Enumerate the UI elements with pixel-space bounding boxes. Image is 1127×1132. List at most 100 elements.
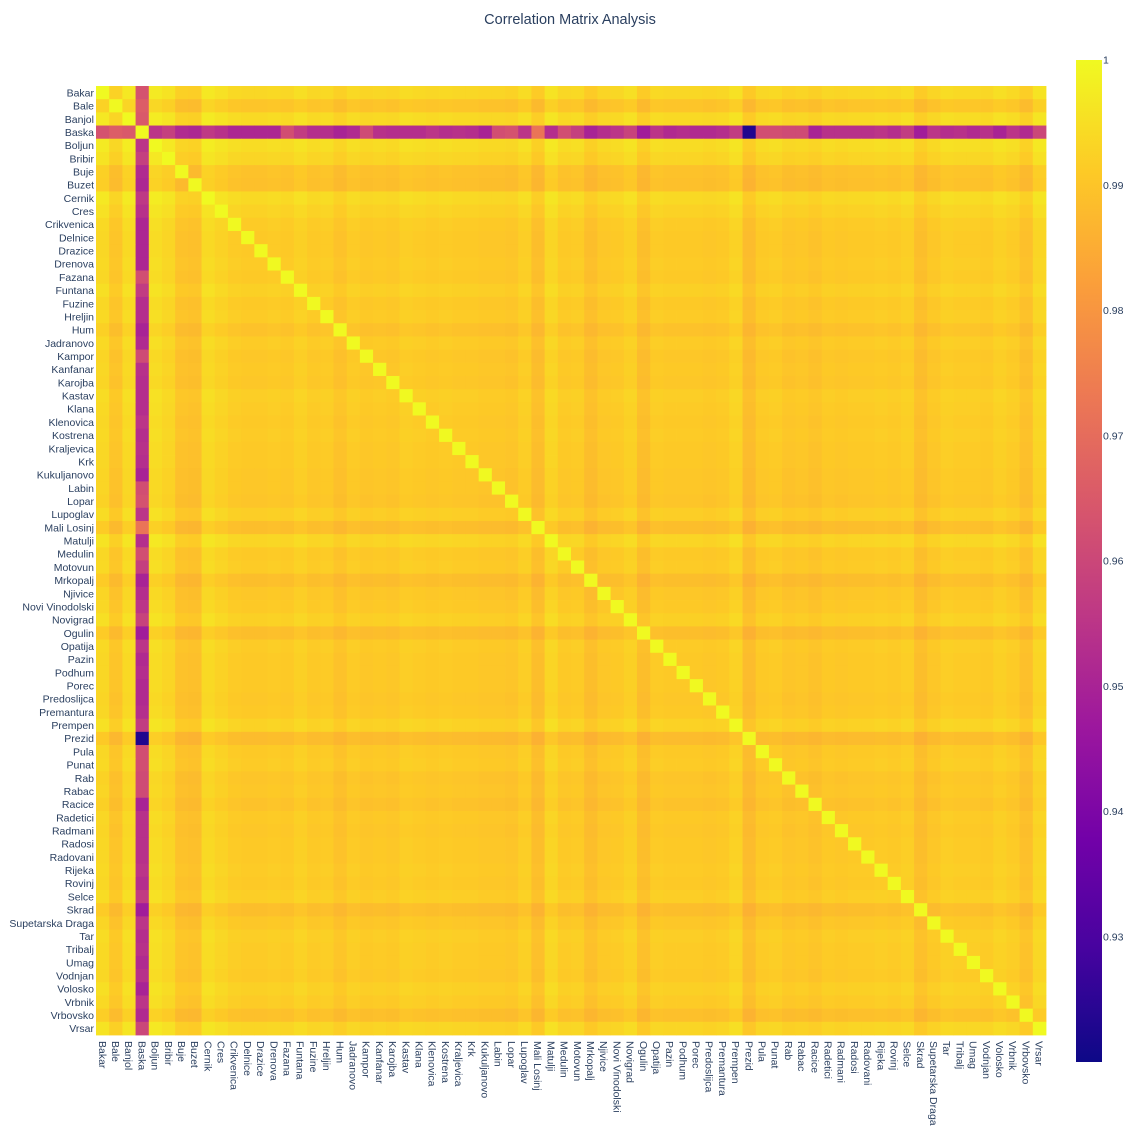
heatmap-cell [439, 586, 453, 601]
heatmap-cell [927, 837, 941, 851]
heatmap-cell [399, 494, 414, 509]
heatmap-cell [742, 86, 757, 100]
heatmap-cell [914, 942, 928, 957]
heatmap-cell [241, 310, 255, 324]
heatmap-cell [597, 112, 611, 126]
heatmap-cell [307, 639, 321, 654]
heatmap-cell [109, 890, 123, 904]
heatmap-cell [861, 389, 875, 403]
heatmap-cell [241, 665, 255, 680]
heatmap-cell [544, 758, 559, 772]
heatmap-cell [241, 995, 255, 1010]
heatmap-cell [716, 310, 730, 324]
heatmap-cell [452, 125, 466, 140]
heatmap-cell [663, 731, 677, 746]
heatmap-cell [557, 665, 572, 680]
heatmap-cell [425, 824, 440, 838]
heatmap-cell [689, 441, 704, 456]
heatmap-cell [254, 955, 268, 970]
heatmap-cell [293, 665, 308, 680]
heatmap-cell [293, 99, 308, 113]
heatmap-cell [188, 969, 202, 983]
heatmap-cell [531, 850, 546, 865]
heatmap-cell [293, 929, 308, 944]
heatmap-cell [689, 652, 704, 667]
heatmap-cell [201, 415, 216, 430]
heatmap-cell [175, 441, 189, 456]
heatmap-cell [597, 375, 611, 390]
heatmap-cell [874, 165, 889, 179]
heatmap-cell [848, 112, 862, 126]
heatmap-cell [386, 520, 400, 535]
heatmap-cell [307, 507, 321, 522]
heatmap-cell [386, 863, 400, 878]
heatmap-cell [320, 191, 334, 206]
heatmap-cell [478, 784, 493, 799]
heatmap-cell [214, 837, 229, 851]
heatmap-cell [175, 494, 189, 509]
heatmap-cell [663, 534, 677, 548]
heatmap-cell [874, 679, 889, 693]
heatmap-cell [359, 310, 374, 324]
heatmap-cell [966, 758, 981, 772]
heatmap-cell [201, 204, 216, 219]
heatmap-cell [386, 323, 400, 337]
heatmap-cell [425, 560, 440, 575]
heatmap-cell [768, 916, 783, 930]
heatmap-cell [346, 679, 361, 693]
heatmap-cell [214, 507, 229, 522]
heatmap-cell [478, 455, 493, 469]
heatmap-cell [927, 982, 941, 996]
heatmap-cell [663, 138, 677, 153]
heatmap-cell [148, 850, 163, 865]
heatmap-cell [280, 244, 295, 258]
heatmap-cell [636, 824, 651, 838]
heatmap-cell [768, 652, 783, 667]
heatmap-cell [980, 151, 994, 166]
heatmap-cell [188, 837, 202, 851]
heatmap-cell [861, 296, 875, 311]
heatmap-cell [148, 389, 163, 403]
heatmap-cell [993, 758, 1007, 772]
heatmap-cell [175, 718, 189, 733]
heatmap-cell [359, 165, 374, 179]
heatmap-cell [834, 507, 849, 522]
heatmap-cell [478, 810, 493, 825]
heatmap-cell [636, 191, 651, 206]
heatmap-cell [887, 929, 902, 944]
heatmap-cell [821, 362, 836, 377]
heatmap-cell [293, 745, 308, 759]
heatmap-cell [650, 125, 664, 140]
heatmap-cell [650, 112, 664, 126]
heatmap-cell [716, 771, 730, 785]
heatmap-cell [346, 797, 361, 812]
heatmap-cell [610, 296, 625, 311]
heatmap-cell [874, 349, 889, 364]
heatmap-cell [1032, 389, 1047, 403]
heatmap-cell [254, 151, 268, 166]
heatmap-cell [254, 178, 268, 192]
heatmap-cell [373, 349, 387, 364]
heatmap-cell [518, 731, 532, 746]
heatmap-cell [491, 639, 506, 654]
heatmap-cell [742, 573, 757, 588]
heatmap-cell [293, 310, 308, 324]
heatmap-cell [505, 468, 519, 482]
heatmap-cell [650, 837, 664, 851]
heatmap-cell [557, 415, 572, 430]
heatmap-cell [914, 178, 928, 192]
heatmap-cell [940, 283, 955, 298]
heatmap-cell [716, 547, 730, 561]
heatmap-cell [650, 310, 664, 324]
heatmap-cell [293, 784, 308, 799]
heatmap-cell [557, 784, 572, 799]
heatmap-cell [808, 718, 823, 733]
heatmap-cell [452, 349, 466, 364]
heatmap-cell [729, 441, 743, 456]
heatmap-cell [254, 481, 268, 495]
heatmap-cell [742, 244, 757, 258]
heatmap-cell [887, 679, 902, 693]
heatmap-cell [518, 455, 532, 469]
heatmap-cell [280, 982, 295, 996]
heatmap-cell [214, 441, 229, 456]
